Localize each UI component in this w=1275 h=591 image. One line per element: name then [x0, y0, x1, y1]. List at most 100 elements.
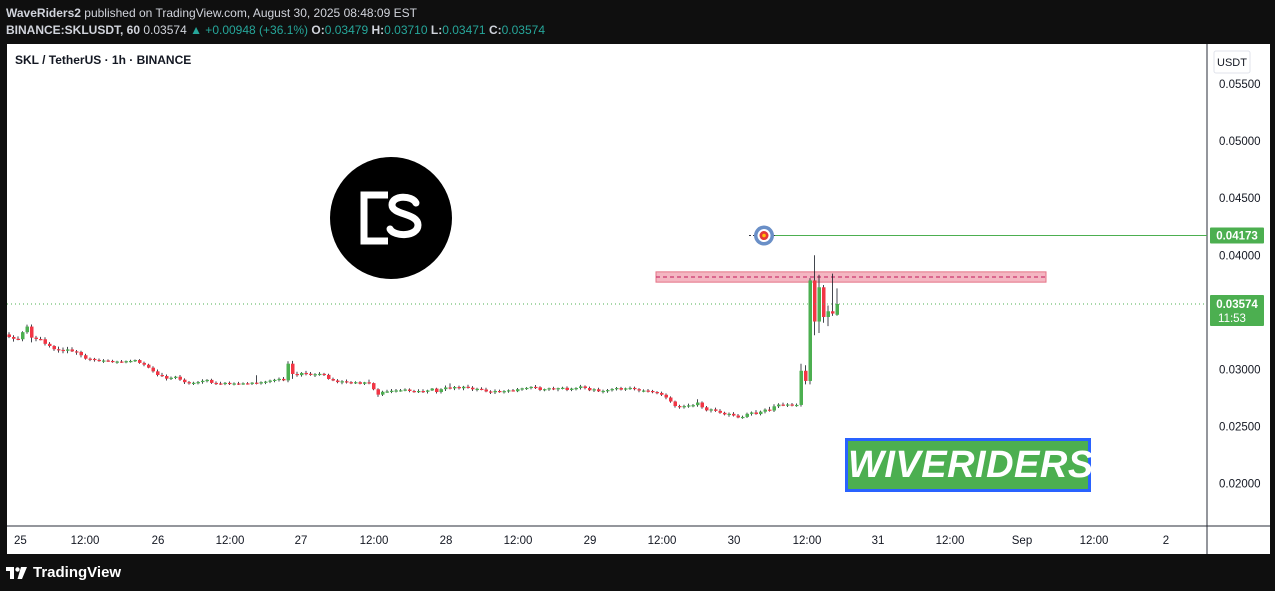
candle[interactable] [142, 362, 147, 365]
candle[interactable] [822, 287, 826, 317]
candle[interactable] [430, 388, 435, 391]
candle[interactable] [313, 374, 318, 376]
author-name[interactable]: WaveRiders2 [6, 6, 81, 20]
candle[interactable] [151, 367, 156, 372]
candle[interactable] [52, 345, 57, 350]
candle[interactable] [768, 409, 772, 411]
candle[interactable] [790, 404, 795, 406]
candle[interactable] [750, 412, 754, 414]
candle[interactable] [426, 390, 430, 392]
currency-button[interactable] [1213, 50, 1251, 74]
candle[interactable] [457, 386, 462, 389]
candle[interactable] [646, 390, 651, 392]
candle[interactable] [232, 383, 237, 385]
candle[interactable] [664, 394, 669, 398]
candle[interactable] [25, 326, 30, 333]
candle[interactable] [336, 380, 340, 383]
candle[interactable] [673, 401, 678, 407]
tradingview-logo[interactable]: TradingView [6, 564, 121, 581]
candle[interactable] [93, 358, 97, 361]
candle[interactable] [124, 361, 129, 363]
candle[interactable] [480, 388, 484, 391]
candle[interactable] [439, 389, 444, 393]
candle[interactable] [264, 381, 268, 383]
candle[interactable] [565, 387, 570, 390]
candle[interactable] [610, 389, 615, 391]
candle[interactable] [79, 351, 84, 356]
candle[interactable] [115, 361, 120, 363]
candle[interactable] [709, 409, 714, 411]
candle[interactable] [286, 363, 291, 381]
candle[interactable] [255, 382, 259, 384]
candle[interactable] [448, 387, 453, 389]
candle[interactable] [597, 389, 601, 392]
candle[interactable] [615, 388, 619, 390]
candle[interactable] [192, 382, 196, 384]
candle[interactable] [169, 377, 174, 379]
candle[interactable] [588, 388, 592, 391]
candle[interactable] [462, 386, 466, 389]
candle[interactable] [156, 371, 160, 376]
candle[interactable] [381, 391, 385, 395]
candle[interactable] [682, 406, 687, 408]
candle[interactable] [331, 379, 336, 381]
candle[interactable] [133, 360, 138, 362]
candle[interactable] [16, 338, 21, 340]
candle[interactable] [691, 405, 696, 407]
candle[interactable] [754, 412, 759, 415]
candle[interactable] [435, 388, 439, 393]
candle[interactable] [165, 376, 169, 379]
candle[interactable] [525, 387, 529, 390]
candle[interactable] [655, 392, 660, 394]
candle[interactable] [295, 373, 300, 376]
candle[interactable] [808, 280, 813, 381]
candle[interactable] [628, 387, 633, 390]
candle[interactable] [813, 280, 817, 322]
candle[interactable] [763, 409, 768, 412]
candle[interactable] [786, 404, 790, 406]
candle[interactable] [282, 378, 286, 381]
candle[interactable] [102, 360, 106, 362]
candle[interactable] [520, 388, 525, 390]
candle[interactable] [799, 370, 804, 405]
candle[interactable] [831, 311, 835, 314]
candle[interactable] [138, 360, 142, 363]
candle[interactable] [574, 388, 579, 390]
candle[interactable] [714, 409, 718, 411]
candle[interactable] [21, 332, 25, 340]
candle[interactable] [502, 391, 507, 393]
candle[interactable] [700, 402, 705, 408]
candle[interactable] [291, 363, 295, 374]
candle[interactable] [466, 386, 471, 388]
candle[interactable] [61, 349, 66, 352]
candle[interactable] [345, 381, 349, 383]
candle[interactable] [363, 382, 367, 384]
candle[interactable] [228, 382, 232, 385]
candle[interactable] [70, 349, 75, 352]
candle[interactable] [187, 382, 192, 384]
candle[interactable] [246, 383, 250, 385]
candle[interactable] [619, 388, 624, 390]
candle[interactable] [174, 376, 178, 378]
candle[interactable] [48, 343, 52, 346]
candle[interactable] [88, 358, 93, 360]
candle[interactable] [268, 380, 273, 382]
candle[interactable] [12, 336, 16, 339]
candle[interactable] [106, 360, 111, 362]
candle[interactable] [196, 382, 201, 384]
candle[interactable] [111, 360, 115, 363]
candle[interactable] [561, 387, 565, 389]
candle[interactable] [552, 388, 556, 390]
candle[interactable] [43, 339, 48, 344]
candle[interactable] [403, 389, 408, 391]
candle[interactable] [538, 387, 543, 390]
candle[interactable] [277, 378, 282, 381]
candle[interactable] [511, 390, 516, 392]
candle[interactable] [633, 387, 637, 390]
candle[interactable] [219, 383, 223, 385]
candle[interactable] [804, 370, 808, 381]
currency-label[interactable]: USDT [1217, 57, 1247, 69]
candle[interactable] [759, 411, 763, 415]
candle[interactable] [120, 361, 124, 363]
candle[interactable] [129, 360, 133, 363]
